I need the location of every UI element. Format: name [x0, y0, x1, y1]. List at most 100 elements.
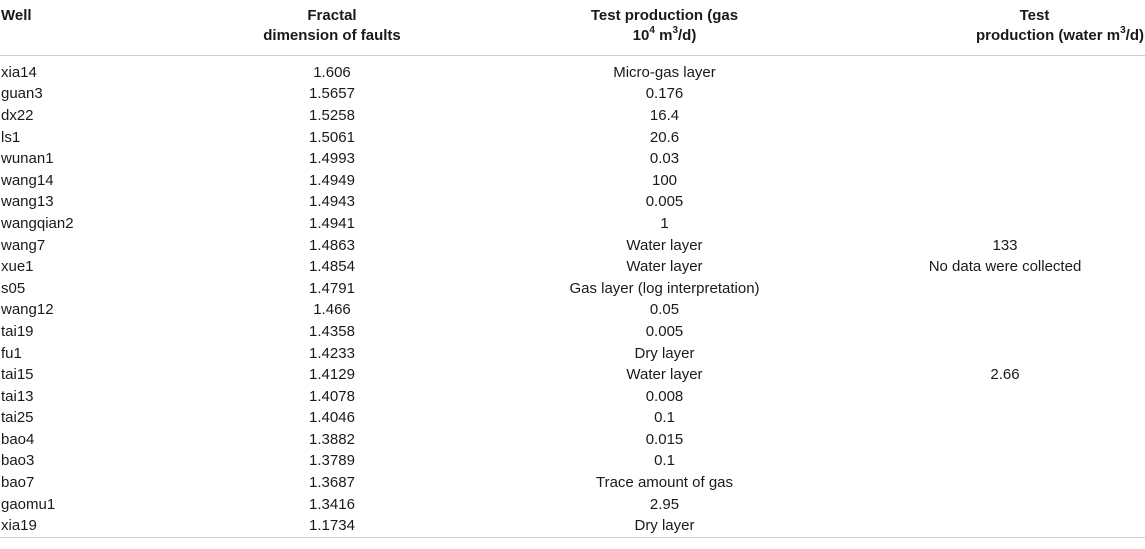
table-row: dx22 1.5258 16.4	[0, 105, 1145, 127]
cell-water-production	[865, 514, 1145, 538]
cell-gas-production: Water layer	[626, 366, 703, 384]
cell-water-production	[865, 83, 1145, 105]
table-body: xia14 1.606 Micro-gas layer guan3 1.5657 0.17…	[0, 55, 1145, 538]
cell-well: s05	[1, 279, 26, 297]
header-water-line1: Test	[1019, 7, 1050, 24]
header-water-line2-pre: production (water m	[975, 27, 1121, 44]
cell-well: tai25	[1, 409, 34, 427]
cell-gas-production: Water layer	[626, 236, 703, 254]
cell-fractal-dimension: 1.3416	[309, 495, 355, 513]
cell-gas-production: 0.176	[645, 85, 684, 103]
header-fractal-dimension: Fractal dimension of faults	[200, 0, 464, 56]
header-water-production: Test production (water m3/d)	[865, 0, 1145, 56]
cell-well: guan3	[1, 85, 43, 103]
cell-water-production	[865, 299, 1145, 321]
header-gas-line2-pre: 10	[632, 27, 650, 44]
table-row: gaomu1 1.3416 2.95	[0, 493, 1145, 515]
cell-well: ls1	[1, 128, 21, 146]
header-gas-line1: Test production (gas	[590, 7, 739, 24]
cell-well: tai15	[1, 366, 34, 384]
cell-fractal-dimension: 1.4941	[309, 214, 355, 232]
header-gas-exponent: 4	[649, 25, 655, 36]
cell-gas-production: 16.4	[649, 106, 680, 124]
table-row: wang7 1.4863 Water layer 133	[0, 234, 1145, 256]
table-row: bao4 1.3882 0.015	[0, 429, 1145, 451]
cell-water-production	[865, 385, 1145, 407]
cell-well: tai13	[1, 387, 34, 405]
cell-gas-production: Gas layer (log interpretation)	[569, 279, 760, 297]
table-row: bao3 1.3789 0.1	[0, 450, 1145, 472]
cell-fractal-dimension: 1.3687	[309, 474, 355, 492]
table-row: wang13 1.4943 0.005	[0, 191, 1145, 213]
cell-fractal-dimension: 1.4078	[309, 387, 355, 405]
cell-water-production	[865, 62, 1145, 84]
cell-fractal-dimension: 1.1734	[200, 514, 464, 538]
table-row: xia19 1.1734 Dry layer	[0, 514, 1145, 538]
cell-water-production	[865, 277, 1145, 299]
header-well-label: Well	[1, 7, 32, 24]
cell-gas-production: Water layer	[626, 258, 703, 276]
cell-gas-production: 0.1	[654, 452, 675, 470]
cell-fractal-dimension: 1.4943	[309, 193, 355, 211]
cell-gas-production: 0.015	[645, 430, 684, 448]
cell-gas-production: Micro-gas layer	[613, 63, 716, 81]
cell-well: xia19	[0, 514, 200, 538]
cell-well: fu1	[1, 344, 22, 362]
cell-fractal-dimension: 1.4949	[309, 171, 355, 189]
cell-water-production	[865, 342, 1145, 364]
header-water-line2-post: /d)	[1125, 27, 1144, 44]
cell-water-production	[865, 472, 1145, 494]
header-gas-line2: 104 m3/d)	[464, 26, 865, 46]
header-water-line2: production (water m3/d)	[865, 26, 1144, 46]
cell-water-production	[865, 429, 1145, 451]
cell-well: wang12	[1, 301, 54, 319]
cell-fractal-dimension: 1.4358	[309, 322, 355, 340]
table-row: ls1 1.5061 20.6	[0, 126, 1145, 148]
table-row: xue1 1.4854 Water layer No data were collec…	[0, 256, 1145, 278]
cell-fractal-dimension: 1.4863	[309, 236, 355, 254]
cell-fractal-dimension: 1.4233	[309, 344, 355, 362]
cell-well: bao3	[1, 452, 35, 470]
table-row: bao7 1.3687 Trace amount of gas	[0, 472, 1145, 494]
cell-fractal-dimension: 1.5258	[309, 106, 355, 124]
header-fractal-line2: dimension of faults	[263, 27, 401, 44]
cell-gas-production: Dry layer	[464, 514, 865, 538]
cell-fractal-dimension: 1.4129	[309, 366, 355, 384]
cell-water-production	[865, 407, 1145, 429]
cell-gas-production: 0.005	[645, 322, 684, 340]
cell-fractal-dimension: 1.606	[313, 63, 351, 81]
cell-water-production	[865, 191, 1145, 213]
cell-well: wang14	[1, 171, 54, 189]
cell-fractal-dimension: 1.5061	[309, 128, 355, 146]
cell-well: xia14	[1, 63, 37, 81]
header-gas-line2-mid: m	[654, 27, 673, 44]
cell-gas-production: 1	[660, 214, 669, 232]
table-row: tai13 1.4078 0.008	[0, 385, 1145, 407]
cell-water-production	[865, 493, 1145, 515]
cell-water-production	[865, 450, 1145, 472]
cell-fractal-dimension: 1.5657	[309, 85, 355, 103]
cell-water-production	[865, 213, 1145, 235]
well-production-table: Well Fractal dimension of faults Test pr…	[0, 0, 1145, 538]
cell-gas-production: Dry layer	[634, 344, 695, 362]
table-row: s05 1.4791 Gas layer (log interpretation)	[0, 277, 1145, 299]
cell-fractal-dimension: 1.4854	[309, 258, 355, 276]
cell-fractal-dimension: 1.3789	[309, 452, 355, 470]
table-row: wangqian2 1.4941 1	[0, 213, 1145, 235]
cell-well: wangqian2	[1, 214, 74, 232]
cell-gas-production: 0.05	[649, 301, 680, 319]
cell-well: xue1	[1, 258, 34, 276]
cell-gas-production: 0.1	[654, 409, 675, 427]
cell-gas-production: 2.95	[649, 495, 680, 513]
cell-water-production: 133	[992, 236, 1018, 254]
cell-fractal-dimension: 1.3882	[309, 430, 355, 448]
header-water-unit-exponent: 3	[1120, 25, 1126, 36]
cell-well: gaomu1	[1, 495, 56, 513]
table-row: tai19 1.4358 0.005	[0, 321, 1145, 343]
header-gas-line2-post: /d)	[678, 27, 697, 44]
cell-fractal-dimension: 1.4993	[309, 150, 355, 168]
table-row: wang14 1.4949 100	[0, 169, 1145, 191]
header-gas-production: Test production (gas 104 m3/d)	[464, 0, 865, 56]
cell-water-production: No data were collected	[928, 258, 1082, 276]
